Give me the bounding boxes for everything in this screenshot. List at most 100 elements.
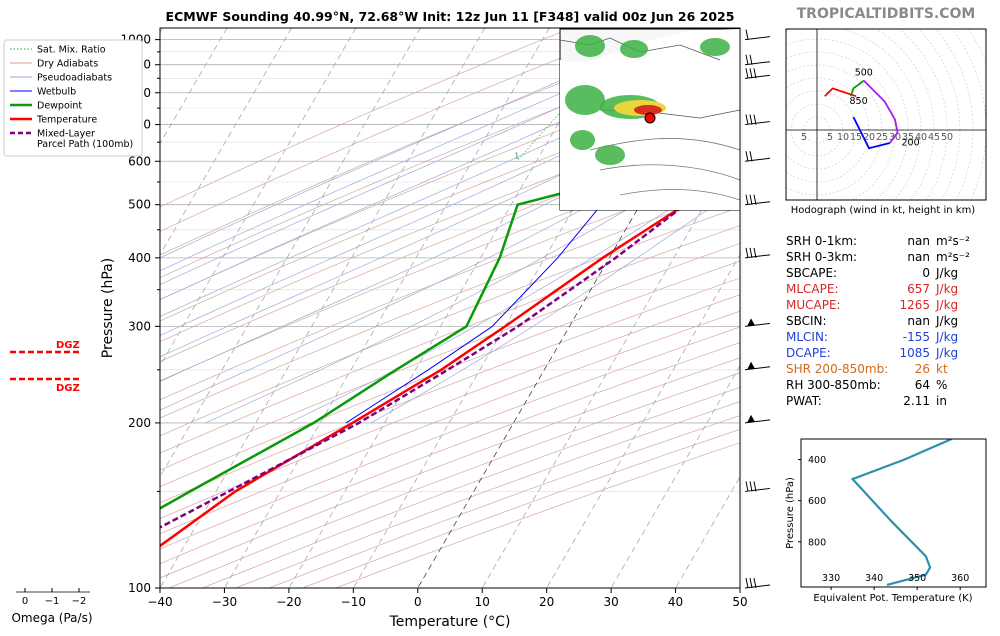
omega-tick-label-1: −1 — [45, 596, 60, 607]
barb-staff-7 — [744, 157, 771, 162]
stat-value-6: -155 — [903, 330, 930, 344]
hodo-annotation-2: 200 — [902, 138, 920, 149]
hodo-ring-label-4: 20 — [863, 132, 875, 143]
legend-label-3: Wetbulb — [37, 87, 76, 98]
dry-adiabat--20 — [160, 28, 637, 232]
legend-label-5: Temperature — [36, 115, 97, 126]
dry-adiabat-120 — [160, 277, 740, 504]
barb-flag-1-0 — [745, 481, 749, 492]
isotherm--20 — [288, 28, 615, 588]
x-tick-label-1: −30 — [212, 595, 237, 609]
stat-label-3: MLCAPE: — [786, 282, 839, 296]
mixing-ratio-label-36: 36 — [825, 151, 835, 160]
theta-e-x-label: Equivalent Pot. Temperature (K) — [813, 593, 972, 604]
dgz-markers: DGZ DGZ — [10, 340, 80, 394]
barb-flag-9-0 — [745, 68, 749, 79]
hodograph-caption: Hodograph (wind in kt, height in km) — [791, 205, 976, 216]
y-tick-label-5: 600 — [128, 154, 151, 168]
stat-unit-8: kt — [936, 362, 948, 376]
stat-value-7: 1085 — [899, 346, 930, 360]
isotherm-10 — [481, 142, 740, 588]
x-tick-label-0: −40 — [147, 595, 172, 609]
stat-unit-5: J/kg — [935, 314, 958, 328]
barb-flag-8-2 — [753, 114, 757, 125]
stat-unit-6: J/kg — [935, 330, 958, 344]
stat-label-5: SBCIN: — [786, 314, 827, 328]
y-tick-label-1: 200 — [128, 416, 151, 430]
isotherm-0 — [417, 31, 740, 588]
hodograph-frame — [785, 28, 987, 201]
dry-adiabat-160 — [160, 342, 740, 565]
dry-adiabat-130 — [160, 294, 740, 519]
barb-staff-10 — [744, 61, 771, 66]
barb-pennant-4 — [747, 318, 755, 327]
barb-staff-0 — [744, 584, 771, 589]
stat-value-0: nan — [907, 234, 930, 248]
x-tick-label-5: 10 — [475, 595, 490, 609]
hodo-trace-upper — [863, 79, 899, 144]
x-tick-label-3: −10 — [341, 595, 366, 609]
barb-staff-8 — [744, 121, 771, 126]
pseudoadiabat-34 — [370, 186, 740, 424]
map-inset — [559, 28, 741, 211]
stat-unit-1: m²s⁻² — [936, 250, 970, 264]
y-tick-label-2: 300 — [128, 319, 151, 333]
barb-flag-9-2 — [753, 68, 757, 79]
hodo-trace-top — [852, 116, 891, 150]
omega-label: Omega (Pa/s) — [11, 611, 92, 625]
theta-e-y-label: Pressure (hPa) — [785, 477, 796, 549]
te-x-tick-label-1: 340 — [865, 573, 883, 584]
barb-flag-1-2 — [753, 481, 757, 492]
dry-adiabat-50 — [160, 148, 740, 382]
stat-label-1: SRH 0-3km: — [786, 250, 857, 264]
legend-label-6: Mixed-Layer — [37, 129, 95, 140]
dry-adiabat-150 — [160, 326, 740, 550]
map-precip-1 — [620, 40, 648, 58]
stat-unit-0: m²s⁻² — [936, 234, 970, 248]
omega-tick-label-2: −2 — [72, 596, 87, 607]
barb-staff-5 — [744, 254, 771, 259]
pseudoadiabat-22 — [160, 118, 740, 411]
te-y-tick-label-1: 600 — [808, 496, 826, 507]
barb-pennant-2 — [747, 414, 755, 423]
stat-value-3: 657 — [907, 282, 930, 296]
stat-unit-9: % — [936, 378, 947, 392]
dry-adiabat-60 — [160, 168, 740, 401]
map-location-marker — [644, 112, 656, 124]
te-x-tick-label-2: 350 — [908, 573, 926, 584]
stat-label-2: SBCAPE: — [786, 266, 837, 280]
x-tick-label-9: 50 — [732, 595, 747, 609]
dgz-top-label: DGZ — [56, 340, 80, 351]
map-precip-2 — [700, 38, 730, 56]
barb-flag-8-0 — [745, 114, 749, 125]
dry-adiabat-40 — [160, 127, 740, 362]
barb-staff-11 — [744, 36, 771, 41]
y-tick-label-3: 400 — [128, 251, 151, 265]
te-x-tick-label-3: 360 — [951, 573, 969, 584]
barb-pennant-3 — [747, 361, 755, 370]
barb-flag-6-2 — [753, 194, 757, 205]
hodo-annotation-0: 500 — [855, 67, 873, 78]
chart-title: ECMWF Sounding 40.99°N, 72.68°W Init: 12… — [166, 9, 735, 24]
hodo-annotation-1: 850 — [850, 96, 868, 107]
barb-flag-5-0 — [745, 247, 749, 258]
stat-label-7: DCAPE: — [786, 346, 831, 360]
barb-flag-7-0 — [745, 151, 749, 162]
stat-label-0: SRH 0-1km: — [786, 234, 857, 248]
barb-flag-7-1 — [749, 151, 753, 162]
stat-label-10: PWAT: — [786, 394, 822, 408]
isotherm--50 — [160, 28, 421, 478]
stat-value-8: 26 — [915, 362, 930, 376]
x-tick-label-7: 30 — [603, 595, 618, 609]
dry-adiabat-90 — [160, 225, 740, 454]
barb-flag-6-0 — [745, 194, 749, 205]
hodo-ring-label-10: 50 — [941, 132, 953, 143]
isotherm-20 — [546, 253, 740, 588]
hodo-ring-label-8: 40 — [915, 132, 927, 143]
isotherm--30 — [224, 28, 550, 588]
skewt-y-label: Pressure (hPa) — [100, 258, 116, 358]
stat-label-4: MUCAPE: — [786, 298, 841, 312]
omega-axis: 0 −1 −2 Omega (Pa/s) — [11, 588, 93, 625]
